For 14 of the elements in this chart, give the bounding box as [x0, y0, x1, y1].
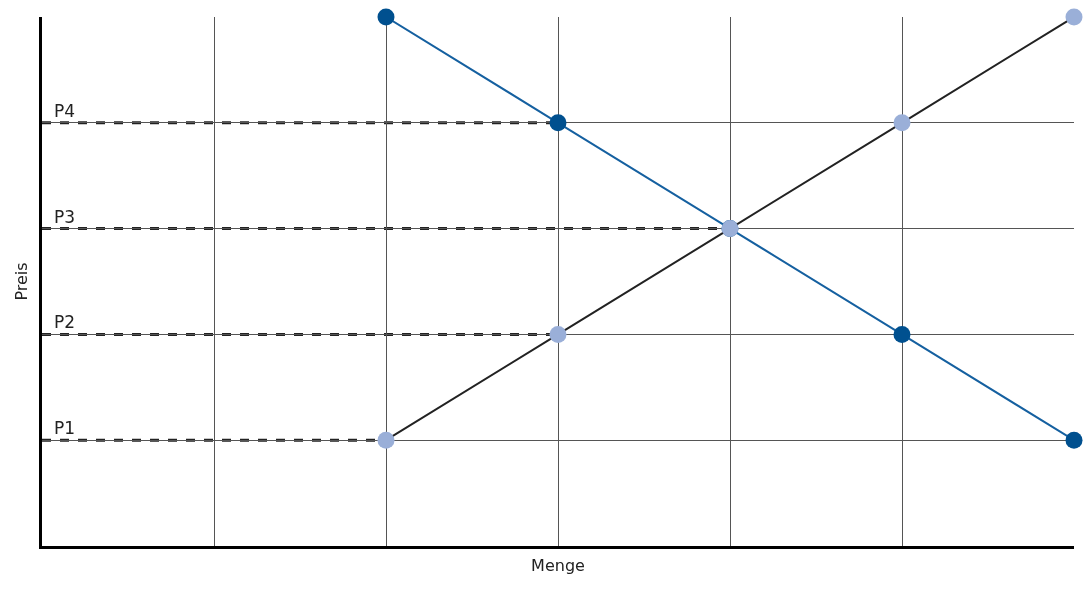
point — [549, 325, 567, 343]
point — [377, 8, 395, 26]
point — [549, 114, 567, 132]
y-axis-title: Preis — [11, 262, 31, 301]
ref-line-label: P2 — [54, 312, 76, 332]
x-axis-title: Menge — [531, 555, 585, 575]
ref-line-label: P1 — [54, 418, 76, 438]
ref-line-label: P3 — [54, 207, 76, 227]
point — [893, 114, 911, 132]
point — [1065, 8, 1083, 26]
point — [893, 325, 911, 343]
ref-line-label: P4 — [54, 101, 76, 121]
point — [1065, 431, 1083, 449]
point — [377, 431, 395, 449]
